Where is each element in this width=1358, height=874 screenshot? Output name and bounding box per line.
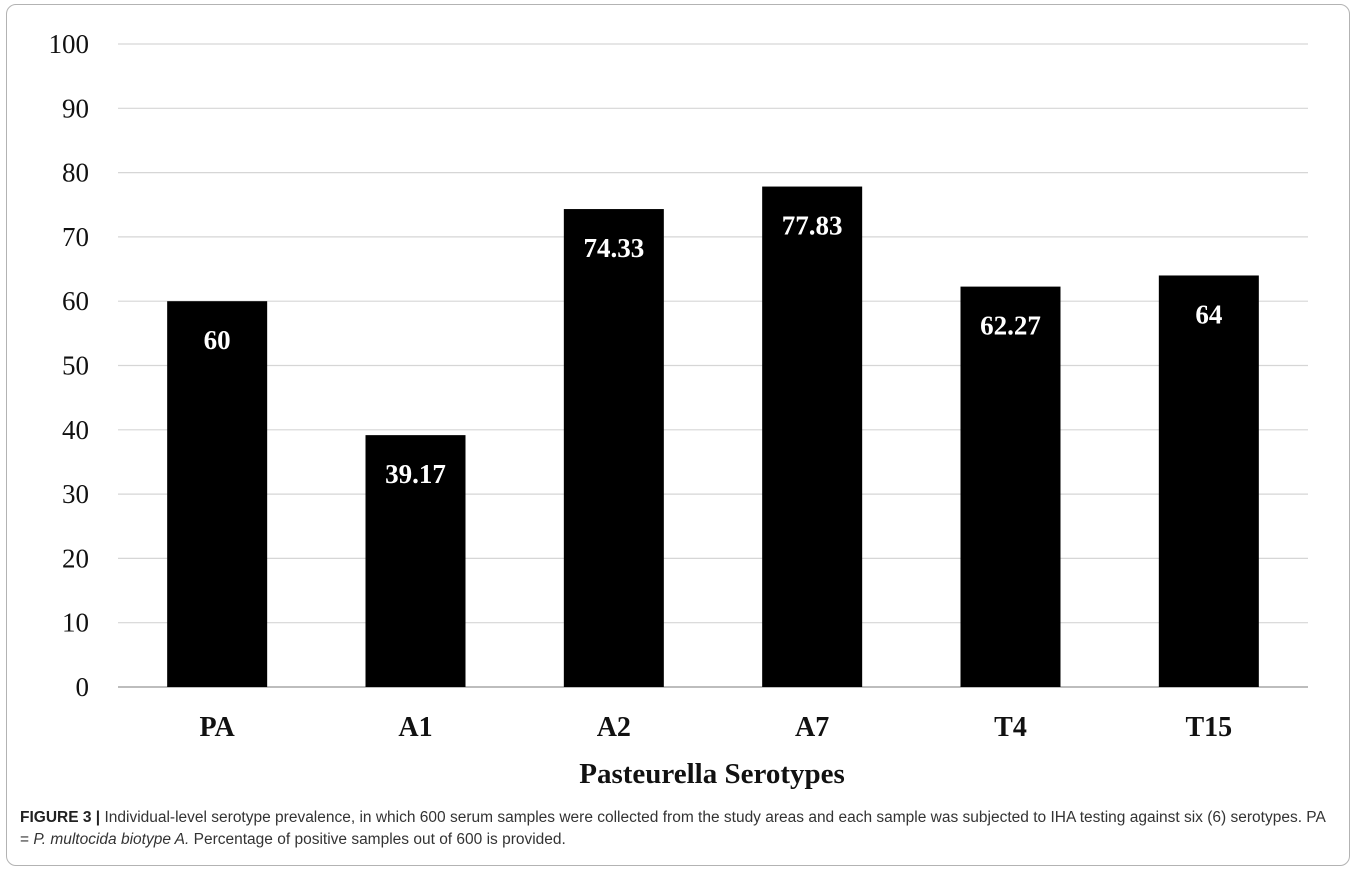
y-tick-label: 60: [62, 286, 89, 316]
bar: [960, 286, 1061, 687]
y-tick-label: 70: [62, 222, 89, 252]
figure-caption: FIGURE 3 | Individual-level serotype pre…: [20, 807, 1338, 851]
bar-data-label: 39.17: [385, 459, 446, 489]
bar: [762, 186, 863, 687]
bar: [167, 301, 268, 687]
bar-data-label: 60: [204, 325, 231, 355]
x-tick-labels: PA A1 A2 A7 T4 T15: [200, 712, 1233, 743]
x-tick-label: T4: [994, 712, 1027, 743]
caption-label: FIGURE 3 |: [20, 809, 101, 826]
y-tick-label: 30: [62, 479, 89, 509]
y-tick-label: 0: [76, 672, 90, 702]
y-tick-label: 50: [62, 351, 89, 381]
caption-text-2: Percentage of positive samples out of 60…: [189, 831, 566, 848]
bar: [563, 209, 664, 687]
bar-data-label: 74.33: [583, 233, 644, 263]
bar-data-label: 64: [1195, 299, 1222, 329]
bar: [365, 435, 466, 687]
x-tick-label: A2: [597, 712, 631, 743]
y-tick-label: 90: [62, 93, 89, 123]
x-tick-label: A7: [795, 712, 829, 743]
x-tick-label: T15: [1185, 712, 1232, 743]
y-tick-label: 40: [62, 415, 89, 445]
bar-chart: 0 10 20 30 40 50 60 70 80 90 100 60 39.17 74.33 77.83…: [49, 29, 1308, 790]
x-tick-label: PA: [200, 712, 236, 743]
y-tick-label: 100: [49, 29, 90, 59]
x-axis-title: Pasteurella Serotypes: [579, 758, 845, 790]
bars: [167, 186, 1259, 687]
y-tick-label: 20: [62, 543, 89, 573]
bar-data-label: 77.83: [782, 211, 843, 241]
bar-data-label: 62.27: [980, 311, 1041, 341]
y-tick-label: 10: [62, 608, 89, 638]
y-tick-label: 80: [62, 158, 89, 188]
bar-data-labels: 60 39.17 74.33 77.83 62.27 64: [204, 211, 1223, 490]
gridlines: [118, 43, 1308, 688]
caption-text-1: Individual-level serotype prevalence, in…: [20, 809, 1325, 848]
y-tick-labels: 0 10 20 30 40 50 60 70 80 90 100: [49, 29, 90, 702]
x-tick-label: A1: [398, 712, 432, 743]
bar: [1158, 275, 1259, 687]
caption-italic: P. multocida biotype A.: [33, 831, 190, 848]
